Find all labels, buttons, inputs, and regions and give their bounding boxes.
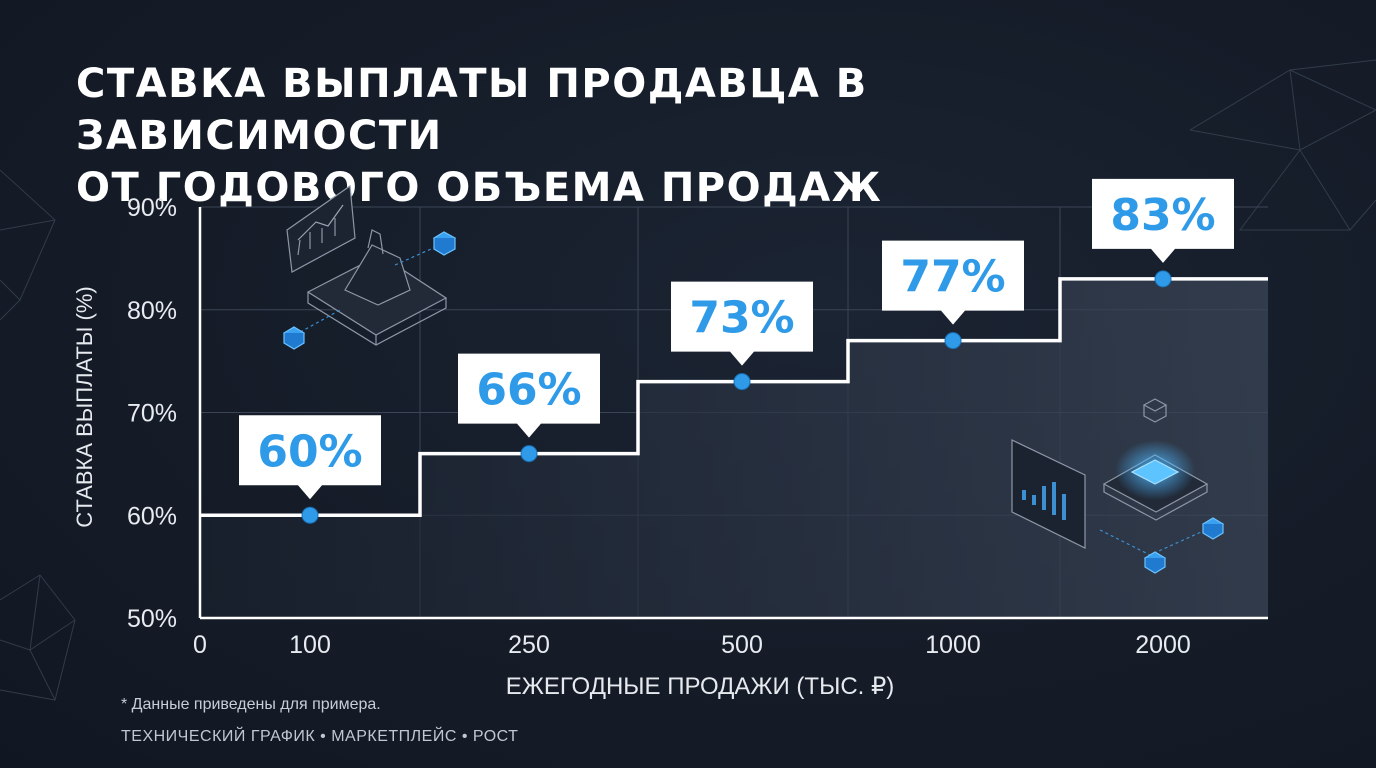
data-label: 83%	[1110, 190, 1215, 241]
data-label-callout: 73%	[671, 281, 813, 366]
area-under-line	[200, 278, 1268, 618]
data-point	[520, 445, 538, 463]
data-point	[1154, 270, 1172, 288]
y-tick-labels: 50% 60% 70% 80% 90%	[127, 194, 177, 633]
callout-box	[671, 281, 813, 366]
chart-title-line-1: СТАВКА ВЫПЛАТЫ ПРОДАВЦА В ЗАВИСИМОСТИ	[76, 61, 868, 159]
data-point	[733, 373, 751, 391]
data-label-callout: 83%	[1092, 178, 1234, 263]
callout-box	[882, 240, 1024, 325]
data-label-callouts: 60% 66% 73% 77% 83%	[239, 178, 1234, 500]
x-tick-label: 250	[508, 631, 550, 659]
callout-box	[458, 353, 600, 438]
polygon-mesh-decoration	[0, 59, 1376, 701]
y-tick-label: 70%	[127, 400, 177, 428]
x-tick-label: 1000	[925, 631, 981, 659]
x-tick-label: 2000	[1135, 631, 1191, 659]
chart-title: СТАВКА ВЫПЛАТЫ ПРОДАВЦА В ЗАВИСИМОСТИ ОТ…	[76, 58, 1226, 214]
data-point	[944, 332, 962, 350]
chart-title-line-2: ОТ ГОДОВОГО ОБЪЕМА ПРОДАЖ	[76, 165, 883, 211]
data-label: 60%	[257, 426, 362, 477]
x-tick-labels: 0 100 250 500 1000 2000	[193, 631, 1191, 659]
y-tick-label: 50%	[127, 605, 177, 633]
dashboard-cube-icon	[1011, 398, 1225, 574]
tagline: ТЕХНИЧЕСКИЙ ГРАФИК • МАРКЕТПЛЕЙС • РОСТ	[121, 728, 519, 745]
server-chart-icon	[282, 184, 457, 350]
footnote: * Данные приведены для примера.	[121, 696, 381, 713]
x-axis-label: ЕЖЕГОДНЫЕ ПРОДАЖИ (ТЫС. ₽)	[506, 673, 895, 700]
data-label-callout: 77%	[882, 240, 1024, 325]
data-label: 66%	[476, 365, 581, 416]
x-tick-label: 100	[289, 631, 331, 659]
y-tick-label: 90%	[127, 194, 177, 222]
y-axis-label: СТАВКА ВЫПЛАТЫ (%)	[72, 286, 97, 527]
data-label: 73%	[689, 293, 794, 344]
data-point	[301, 506, 319, 524]
y-tick-label: 60%	[127, 502, 177, 530]
x-tick-label: 500	[721, 631, 763, 659]
x-tick-label: 0	[193, 631, 207, 659]
data-label-callout: 60%	[239, 415, 381, 500]
y-tick-label: 80%	[127, 297, 177, 325]
callout-box	[1092, 178, 1234, 263]
data-label: 77%	[900, 252, 1005, 303]
data-points	[301, 270, 1172, 524]
area-fill	[200, 278, 1268, 618]
callout-box	[239, 415, 381, 500]
axes	[198, 207, 1268, 620]
data-label-callout: 66%	[458, 353, 600, 438]
